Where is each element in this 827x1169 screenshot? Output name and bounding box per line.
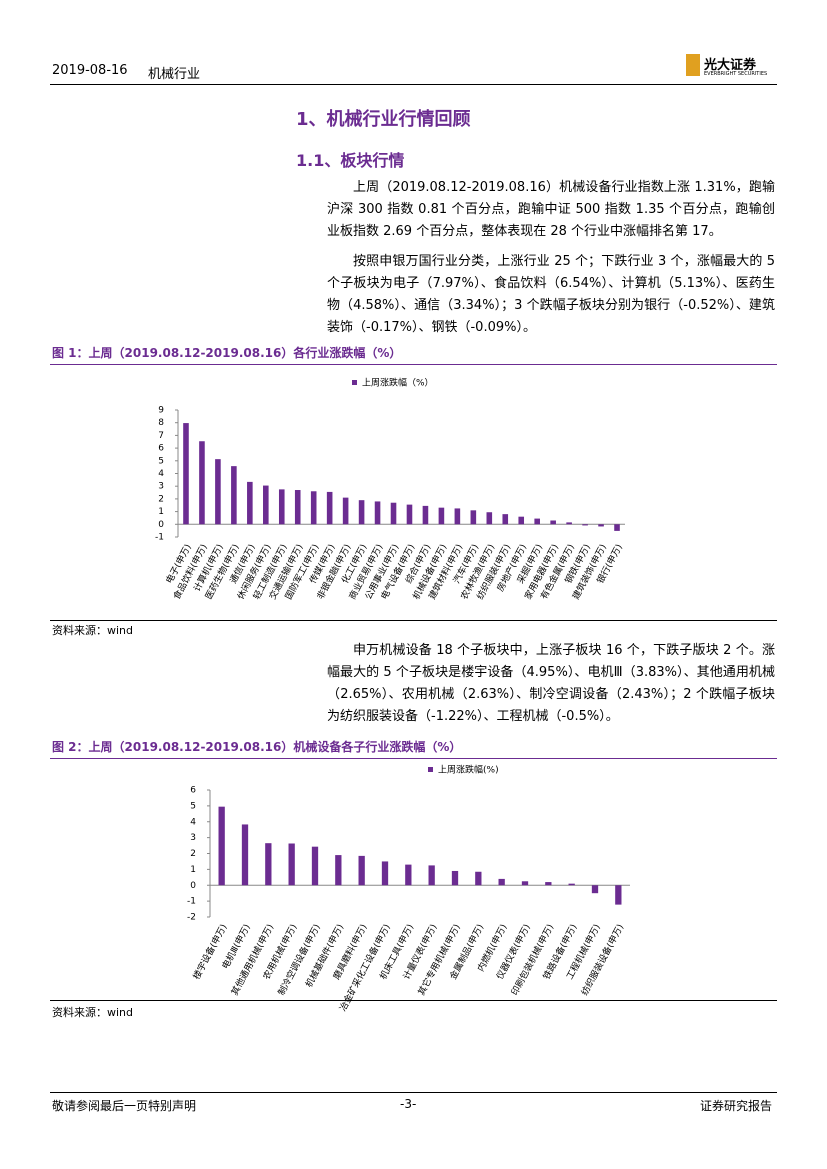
y-tick-label: 2 bbox=[158, 494, 164, 504]
bar bbox=[550, 520, 556, 525]
figure-rule bbox=[50, 364, 777, 365]
bar bbox=[422, 505, 429, 525]
bar bbox=[568, 883, 575, 886]
bar bbox=[486, 512, 493, 525]
bar bbox=[614, 524, 620, 531]
legend-swatch bbox=[428, 767, 433, 772]
bar bbox=[451, 870, 459, 886]
source-rule bbox=[50, 1000, 777, 1001]
bar bbox=[582, 524, 588, 526]
logo-cn: 光大证券 bbox=[704, 58, 757, 73]
bar bbox=[342, 497, 349, 525]
y-tick-label: 4 bbox=[158, 469, 164, 479]
header-date: 2019-08-16 bbox=[52, 63, 128, 78]
bar bbox=[615, 885, 622, 905]
logo-icon bbox=[686, 54, 700, 76]
bar bbox=[326, 491, 333, 525]
y-tick-label: 1 bbox=[158, 507, 164, 517]
y-tick-label: 6 bbox=[158, 444, 164, 454]
source: 资料来源：wind bbox=[52, 624, 134, 637]
y-tick-label: -2 bbox=[187, 913, 196, 923]
y-tick-label: 9 bbox=[158, 406, 164, 416]
bar bbox=[502, 514, 509, 525]
bar bbox=[390, 502, 397, 525]
bar bbox=[278, 489, 285, 525]
y-tick-label: 6 bbox=[190, 786, 196, 796]
bar bbox=[454, 508, 461, 525]
bar bbox=[498, 878, 505, 886]
bar bbox=[534, 518, 540, 525]
y-tick-label: -1 bbox=[187, 897, 196, 907]
heading: 1、机械行业行情回顾 bbox=[296, 109, 471, 130]
bar bbox=[294, 490, 301, 525]
legend-label: 上周涨跌幅(%) bbox=[438, 764, 499, 776]
bar bbox=[406, 504, 413, 525]
bar bbox=[288, 843, 295, 886]
y-tick-label: 0 bbox=[158, 520, 164, 530]
source: 资料来源：wind bbox=[52, 1006, 134, 1019]
bar bbox=[381, 861, 389, 886]
y-tick-label: 2 bbox=[190, 849, 196, 859]
bar bbox=[428, 865, 435, 886]
bar bbox=[310, 491, 317, 525]
bar bbox=[247, 481, 253, 525]
y-tick-label: 8 bbox=[158, 418, 164, 428]
paragraph: 申万机械设备 18 个子板块中，上涨子板块 16 个，下跌子版块 2 个。涨幅最… bbox=[327, 643, 775, 724]
figure-title: 图 1：上周（2019.08.12-2019.08.16）各行业涨跌幅（%） bbox=[52, 346, 402, 360]
bar bbox=[241, 824, 249, 886]
y-tick-label: -1 bbox=[155, 533, 164, 543]
x-tick-label: 楼宇设备(申万) bbox=[190, 922, 229, 982]
bar bbox=[518, 516, 525, 525]
bar bbox=[545, 882, 552, 886]
footer-rule bbox=[50, 1092, 777, 1093]
y-tick-label: 5 bbox=[190, 801, 196, 811]
y-tick-label: 3 bbox=[158, 482, 164, 492]
y-tick-label: 1 bbox=[190, 865, 196, 875]
header-rule bbox=[50, 84, 777, 85]
bar bbox=[470, 510, 477, 525]
y-tick-label: 5 bbox=[158, 456, 164, 466]
bar bbox=[263, 485, 269, 525]
paragraph: 上周（2019.08.12-2019.08.16）机械设备行业指数上涨 1.31… bbox=[327, 180, 775, 239]
bar bbox=[475, 871, 482, 886]
paragraph: 按照申银万国行业分类，上涨行业 25 个；下跌行业 3 个，涨幅最大的 5 个子… bbox=[327, 254, 775, 335]
bar bbox=[183, 423, 189, 525]
bar bbox=[199, 441, 205, 525]
bar bbox=[521, 881, 529, 886]
bar bbox=[374, 501, 381, 525]
y-tick-label: 0 bbox=[190, 881, 196, 891]
subheading: 1.1、板块行情 bbox=[296, 151, 405, 170]
bar bbox=[218, 806, 225, 886]
bar bbox=[215, 459, 221, 525]
bar bbox=[591, 885, 599, 894]
bar bbox=[358, 855, 365, 886]
bar bbox=[405, 864, 412, 886]
y-tick-label: 7 bbox=[158, 431, 164, 441]
figure-rule bbox=[50, 758, 777, 759]
source-rule bbox=[50, 620, 777, 621]
figure-title: 图 2：上周（2019.08.12-2019.08.16）机械设备各子行业涨跌幅… bbox=[52, 740, 462, 754]
footer-page: -3- bbox=[400, 1097, 417, 1111]
legend-label: 上周涨跌幅（%） bbox=[362, 377, 434, 389]
y-tick-label: 3 bbox=[190, 833, 196, 843]
y-tick-label: 4 bbox=[190, 817, 196, 827]
bar bbox=[358, 500, 365, 525]
header-industry: 机械行业 bbox=[148, 67, 201, 82]
legend-swatch bbox=[352, 380, 357, 385]
bar bbox=[438, 507, 445, 525]
bar bbox=[231, 466, 237, 525]
bar bbox=[265, 843, 272, 886]
bar bbox=[311, 846, 319, 886]
footer-right: 证券研究报告 bbox=[700, 1099, 773, 1113]
bar bbox=[566, 522, 572, 525]
logo-en: EVERBRIGHT SECURITIES bbox=[704, 71, 768, 77]
bar bbox=[335, 855, 342, 886]
bar bbox=[598, 524, 604, 527]
footer-left: 敬请参阅最后一页特别声明 bbox=[52, 1099, 197, 1113]
